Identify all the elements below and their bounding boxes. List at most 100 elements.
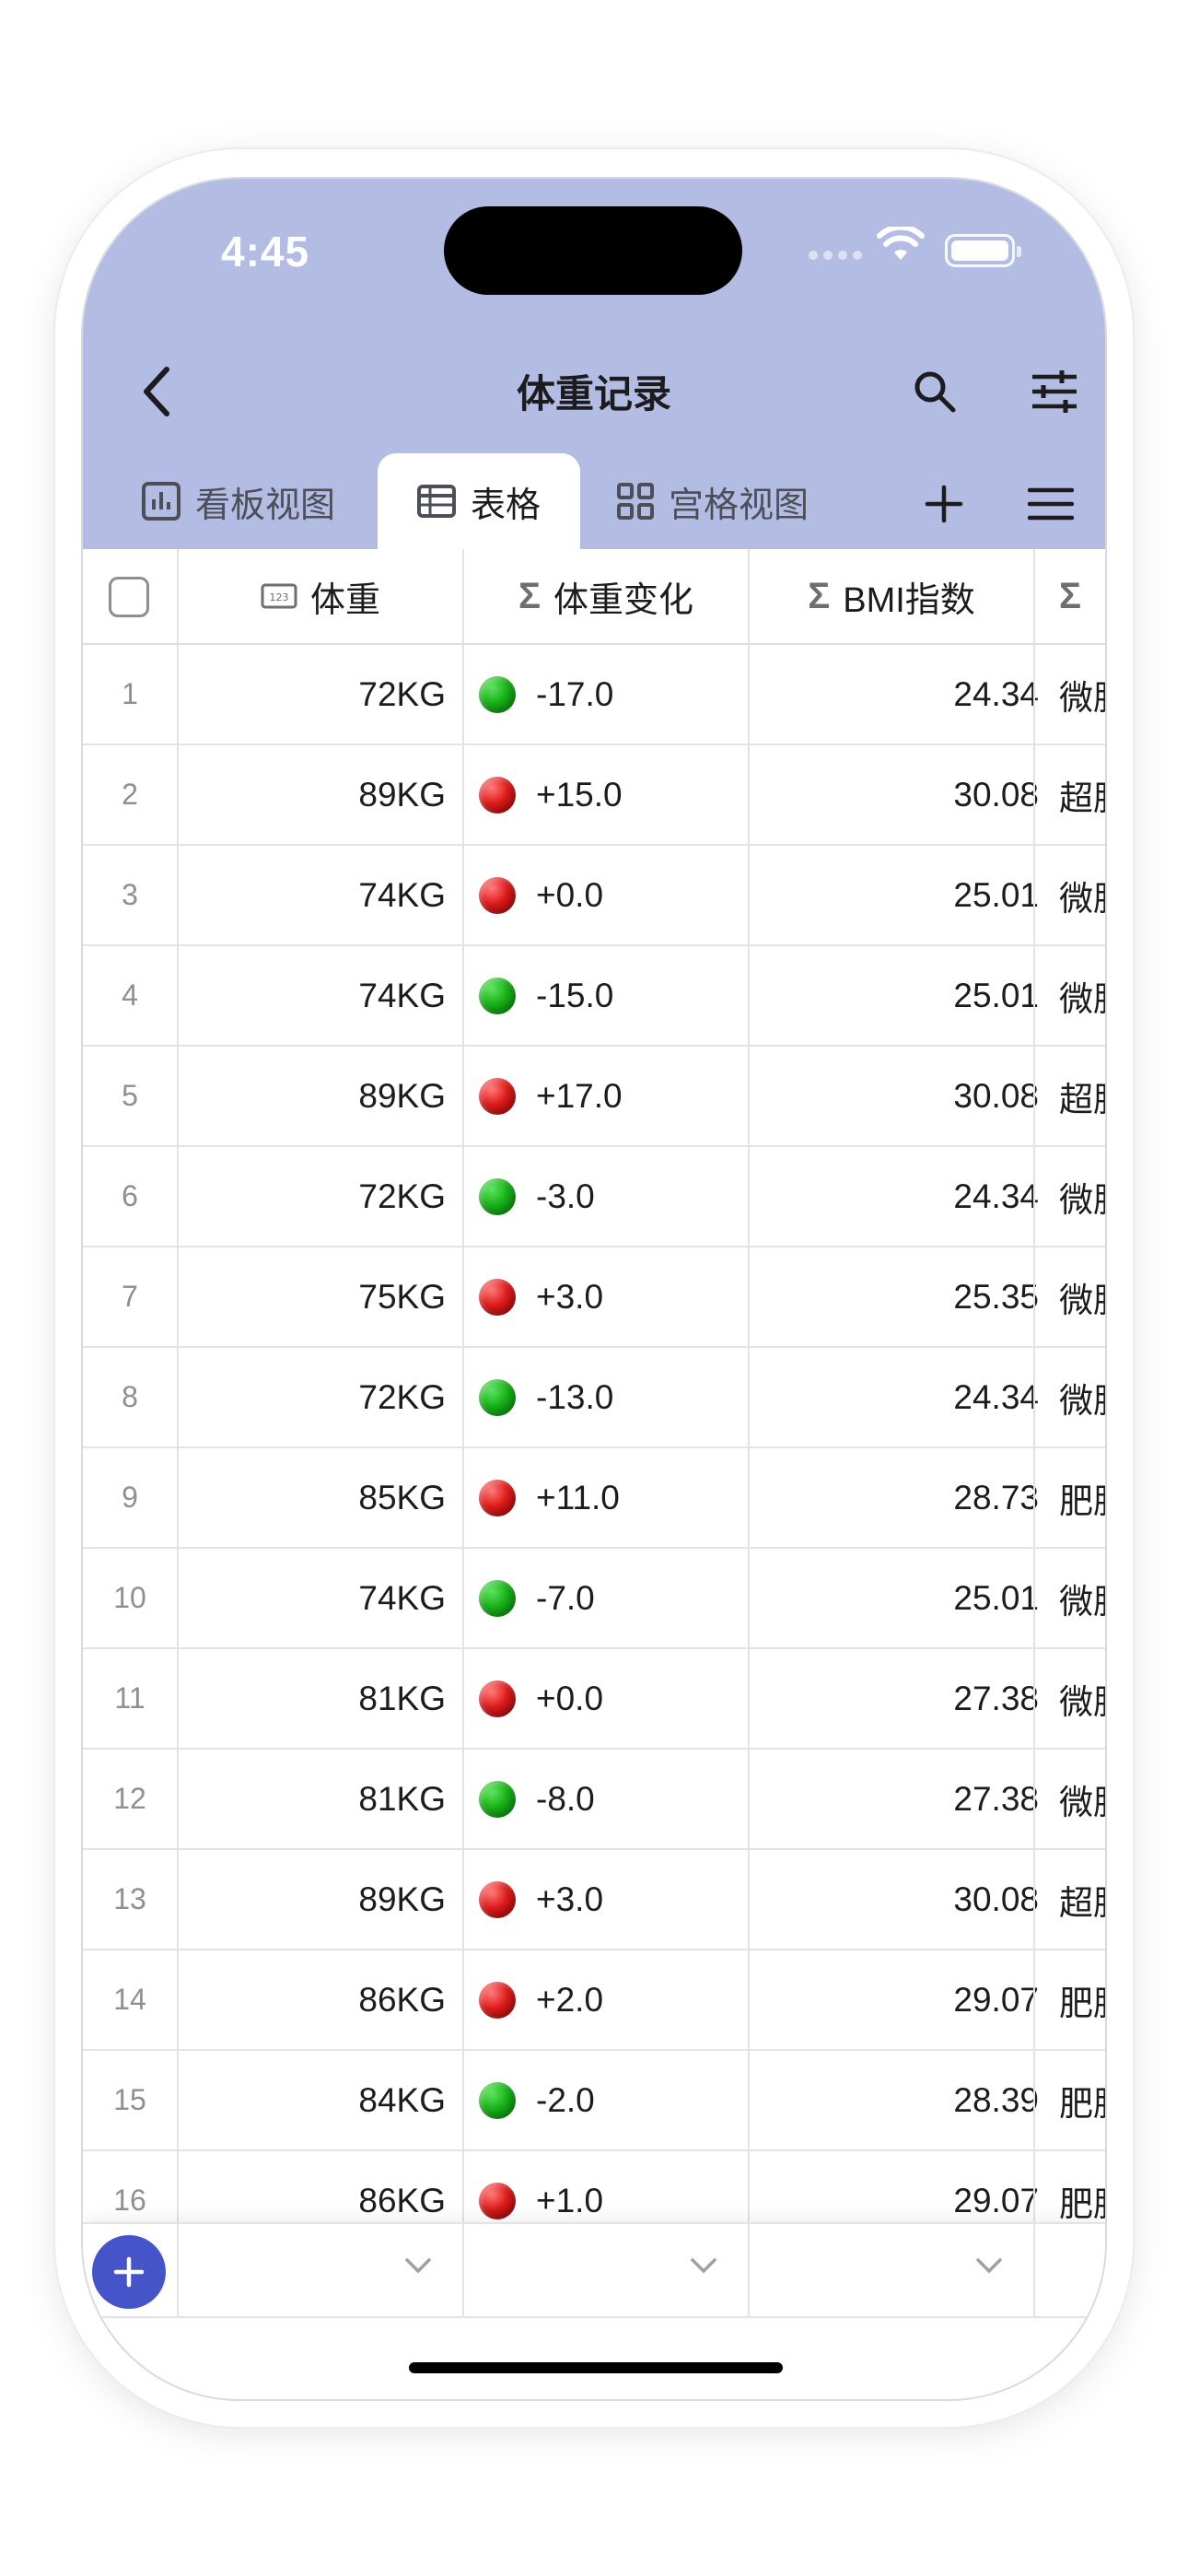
table-row[interactable]: 1 72KG -17.0 24.34 微胖 bbox=[83, 645, 1105, 745]
bmi-cell[interactable]: 27.38 bbox=[953, 1679, 1039, 1717]
column-divider bbox=[462, 1147, 464, 1246]
column-header-category[interactable]: Σ bbox=[1059, 549, 1105, 643]
table-row[interactable]: 7 75KG +3.0 25.35 微胖 bbox=[83, 1247, 1105, 1348]
weight-change-cell[interactable]: +2.0 bbox=[479, 1950, 755, 2049]
weight-cell[interactable]: 72KG bbox=[358, 1177, 446, 1215]
weight-change-cell[interactable]: -8.0 bbox=[479, 1750, 755, 1848]
weight-cell[interactable]: 81KG bbox=[358, 1679, 446, 1717]
tab-grid-view[interactable]: 宫格视图 bbox=[617, 453, 809, 549]
category-cell[interactable]: 超胖 bbox=[1059, 1080, 1105, 1118]
weight-cell[interactable]: 89KG bbox=[358, 1076, 446, 1115]
select-all-checkbox[interactable] bbox=[109, 577, 149, 617]
bmi-cell[interactable]: 29.07 bbox=[953, 1980, 1039, 2019]
weight-change-cell[interactable]: -3.0 bbox=[479, 1147, 755, 1246]
weight-change-cell[interactable]: +1.0 bbox=[479, 2151, 755, 2222]
weight-change-cell[interactable]: +0.0 bbox=[479, 846, 755, 944]
category-cell[interactable]: 微胖 bbox=[1059, 1281, 1105, 1319]
add-record-button[interactable] bbox=[92, 2235, 166, 2309]
chevron-down-icon[interactable] bbox=[689, 2255, 718, 2276]
tab-table[interactable]: 表格 bbox=[378, 453, 580, 549]
bmi-cell[interactable]: 28.73 bbox=[953, 1478, 1039, 1516]
table-row[interactable]: 12 81KG -8.0 27.38 微胖 bbox=[83, 1750, 1105, 1850]
category-cell[interactable]: 微胖 bbox=[1059, 678, 1105, 717]
tab-kanban-view[interactable]: 看板视图 bbox=[142, 453, 335, 549]
category-cell[interactable]: 微胖 bbox=[1059, 1682, 1105, 1721]
weight-cell[interactable]: 89KG bbox=[358, 775, 446, 814]
weight-cell[interactable]: 85KG bbox=[358, 1478, 446, 1516]
column-header-change[interactable]: Σ 体重变化 bbox=[464, 549, 748, 643]
category-cell[interactable]: 肥胖 bbox=[1059, 2184, 1105, 2223]
weight-cell[interactable]: 74KG bbox=[358, 976, 446, 1014]
category-cell[interactable]: 超胖 bbox=[1059, 779, 1105, 817]
weight-cell[interactable]: 75KG bbox=[358, 1277, 446, 1316]
table-row[interactable]: 9 85KG +11.0 28.73 肥胖 bbox=[83, 1448, 1105, 1549]
bmi-cell[interactable]: 24.34 bbox=[953, 1377, 1039, 1416]
table-row[interactable]: 5 89KG +17.0 30.08 超胖 bbox=[83, 1047, 1105, 1147]
weight-cell[interactable]: 81KG bbox=[358, 1779, 446, 1818]
weight-cell[interactable]: 86KG bbox=[358, 1980, 446, 2019]
table-row[interactable]: 15 84KG -2.0 28.39 肥胖 bbox=[83, 2051, 1105, 2151]
table-row[interactable]: 4 74KG -15.0 25.01 微胖 bbox=[83, 946, 1105, 1047]
weight-cell[interactable]: 72KG bbox=[358, 1377, 446, 1416]
column-header-bmi[interactable]: Σ BMI指数 bbox=[750, 549, 1033, 643]
weight-change-cell[interactable]: -15.0 bbox=[479, 946, 755, 1045]
weight-change-cell[interactable]: -2.0 bbox=[479, 2051, 755, 2149]
weight-change-cell[interactable]: +3.0 bbox=[479, 1850, 755, 1949]
weight-change-cell[interactable]: -17.0 bbox=[479, 645, 755, 744]
filter-settings-button[interactable] bbox=[1022, 359, 1087, 424]
table-row[interactable]: 2 89KG +15.0 30.08 超胖 bbox=[83, 745, 1105, 846]
category-cell[interactable]: 肥胖 bbox=[1059, 2084, 1105, 2123]
category-cell[interactable]: 超胖 bbox=[1059, 1883, 1105, 1922]
table-row[interactable]: 6 72KG -3.0 24.34 微胖 bbox=[83, 1147, 1105, 1247]
weight-cell[interactable]: 74KG bbox=[358, 875, 446, 914]
views-menu-button[interactable] bbox=[1019, 472, 1083, 536]
bmi-cell[interactable]: 30.08 bbox=[953, 1076, 1039, 1115]
table-row[interactable]: 3 74KG +0.0 25.01 微胖 bbox=[83, 846, 1105, 946]
weight-cell[interactable]: 84KG bbox=[358, 2080, 446, 2119]
category-cell[interactable]: 微胖 bbox=[1059, 1582, 1105, 1621]
category-cell[interactable]: 微胖 bbox=[1059, 1180, 1105, 1219]
bmi-cell[interactable]: 24.34 bbox=[953, 674, 1039, 713]
chevron-down-icon[interactable] bbox=[974, 2255, 1004, 2276]
weight-change-cell[interactable]: +15.0 bbox=[479, 745, 755, 844]
weight-change-cell[interactable]: +11.0 bbox=[479, 1448, 755, 1547]
bmi-cell[interactable]: 28.39 bbox=[953, 2080, 1039, 2119]
search-button[interactable] bbox=[903, 359, 967, 424]
table-row[interactable]: 11 81KG +0.0 27.38 微胖 bbox=[83, 1649, 1105, 1750]
table-row[interactable]: 10 74KG -7.0 25.01 微胖 bbox=[83, 1549, 1105, 1649]
bmi-cell[interactable]: 25.01 bbox=[953, 1578, 1039, 1617]
bmi-cell[interactable]: 24.34 bbox=[953, 1177, 1039, 1215]
weight-change-cell[interactable]: +17.0 bbox=[479, 1047, 755, 1145]
weight-change-cell[interactable]: -13.0 bbox=[479, 1348, 755, 1446]
add-view-button[interactable] bbox=[912, 472, 976, 536]
row-number: 16 bbox=[113, 2184, 146, 2217]
weight-cell[interactable]: 72KG bbox=[358, 674, 446, 713]
bmi-cell[interactable]: 25.01 bbox=[953, 875, 1039, 914]
bmi-cell[interactable]: 25.01 bbox=[953, 976, 1039, 1014]
table-footer bbox=[83, 2222, 1105, 2318]
category-cell[interactable]: 微胖 bbox=[1059, 1381, 1105, 1420]
bmi-cell[interactable]: 25.35 bbox=[953, 1277, 1039, 1316]
category-cell[interactable]: 微胖 bbox=[1059, 1783, 1105, 1821]
table-row[interactable]: 13 89KG +3.0 30.08 超胖 bbox=[83, 1850, 1105, 1950]
weight-change-cell[interactable]: +3.0 bbox=[479, 1247, 755, 1346]
back-button[interactable] bbox=[129, 359, 184, 424]
bmi-cell[interactable]: 29.07 bbox=[953, 2181, 1039, 2219]
category-cell[interactable]: 肥胖 bbox=[1059, 1984, 1105, 2022]
weight-cell[interactable]: 89KG bbox=[358, 1879, 446, 1918]
table-row[interactable]: 8 72KG -13.0 24.34 微胖 bbox=[83, 1348, 1105, 1448]
bmi-cell[interactable]: 30.08 bbox=[953, 1879, 1039, 1918]
bmi-cell[interactable]: 27.38 bbox=[953, 1779, 1039, 1818]
weight-change-cell[interactable]: -7.0 bbox=[479, 1549, 755, 1647]
category-cell[interactable]: 肥胖 bbox=[1059, 1481, 1105, 1520]
column-header-weight[interactable]: 123 体重 bbox=[179, 549, 462, 643]
weight-change-cell[interactable]: +0.0 bbox=[479, 1649, 755, 1748]
weight-cell[interactable]: 74KG bbox=[358, 1578, 446, 1617]
chevron-down-icon[interactable] bbox=[403, 2255, 433, 2276]
table-row[interactable]: 16 86KG +1.0 29.07 肥胖 bbox=[83, 2151, 1105, 2222]
table-row[interactable]: 14 86KG +2.0 29.07 肥胖 bbox=[83, 1950, 1105, 2051]
category-cell[interactable]: 微胖 bbox=[1059, 979, 1105, 1018]
weight-cell[interactable]: 86KG bbox=[358, 2181, 446, 2219]
bmi-cell[interactable]: 30.08 bbox=[953, 775, 1039, 814]
category-cell[interactable]: 微胖 bbox=[1059, 879, 1105, 918]
